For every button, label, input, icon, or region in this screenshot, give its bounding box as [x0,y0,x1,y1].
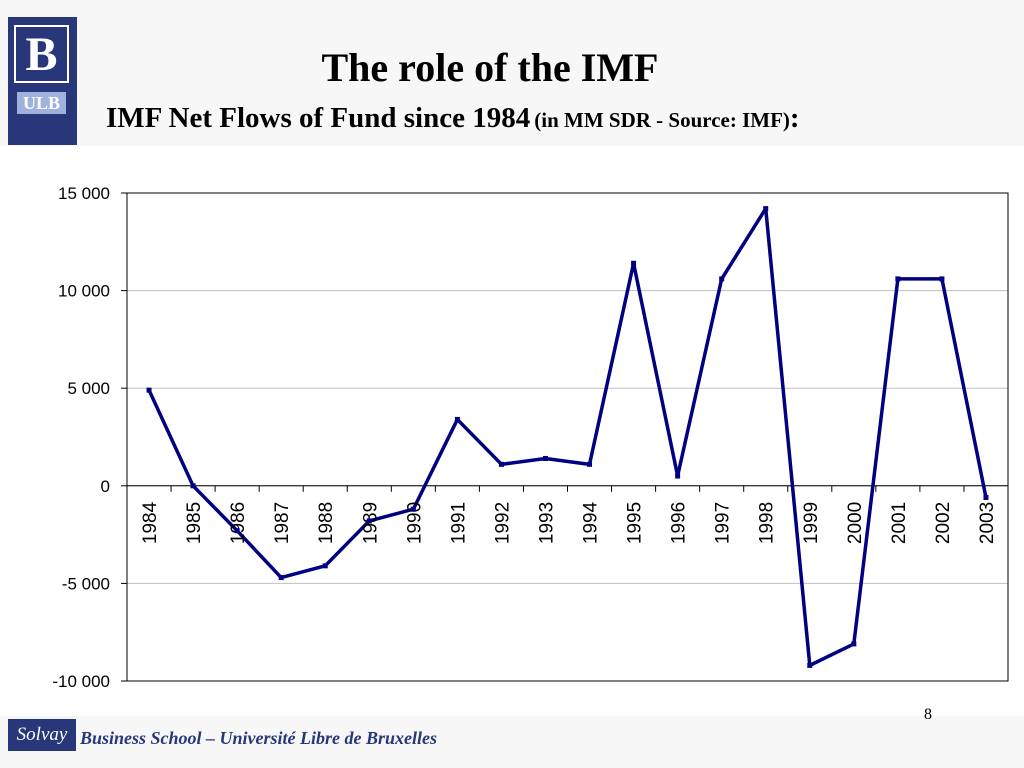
x-tick-label: 1987 [272,502,293,544]
data-point [895,276,901,282]
data-point [322,563,328,569]
header-band [0,0,1024,146]
data-point [278,575,284,581]
x-tick-label: 1995 [625,502,646,544]
data-point [366,518,372,524]
footer-band [0,716,1024,768]
data-point [542,455,548,461]
x-tick-label: 2001 [889,502,910,544]
logo-letter: B [14,25,69,83]
x-tick-label: 2002 [933,502,954,544]
x-tick-label: 1986 [228,502,249,544]
x-tick-label: 1998 [757,502,778,544]
data-point [807,662,813,668]
x-tick-label: 2003 [977,502,998,544]
x-tick-label: 1993 [536,502,557,544]
y-tick-label: 15 000 [58,184,110,203]
x-tick-label: 1991 [448,502,469,544]
y-tick-label: -10 000 [52,672,110,691]
school-name: Business School – Université Libre de Br… [80,728,438,748]
page-number: 8 [924,706,932,723]
data-point [675,473,681,479]
x-tick-label: 1988 [316,502,337,544]
data-point [234,528,240,534]
logo-text: ULB [17,92,66,114]
data-point [587,461,593,467]
x-tick-label: 1996 [669,502,690,544]
y-tick-label: 10 000 [58,282,110,301]
subtitle-colon: : [789,102,800,134]
data-point [983,495,989,501]
subtitle-paren: (in MM SDR - Source: IMF) [534,108,790,132]
net-flows-chart: 15 000 10 000 5 000 0 -5 000 -10 000 1984 1985 1… [52,184,1009,691]
data-point [851,641,857,647]
x-tick-label: 1992 [492,502,513,544]
x-tick-label: 1994 [581,501,602,544]
x-tick-label: 2000 [845,502,866,544]
plot-area [126,192,1009,682]
ulb-logo: B ULB [8,17,77,145]
subtitle-main: IMF Net Flows of Fund since 1984 [106,102,531,134]
x-tick-label: 1999 [801,502,822,544]
x-tick-label: 1997 [713,502,734,544]
y-tick-label: 0 [101,477,110,496]
x-tick-label: 1985 [184,502,205,544]
data-point [719,276,725,282]
slide-title: The role of the IMF [321,45,659,90]
data-point [939,276,945,282]
data-point [498,461,504,467]
slide-subtitle: IMF Net Flows of Fund since 1984 (in MM … [106,102,966,135]
solvay-badge: Solvay [8,719,76,751]
data-point [631,260,637,266]
data-point [410,506,416,512]
x-tick-label: 1990 [404,502,425,544]
data-point [763,206,769,212]
series-line [147,206,988,668]
data-point [146,387,152,393]
x-tick-label: 1984 [140,501,161,544]
y-tick-label: 5 000 [67,379,110,398]
y-tick-label: -5 000 [62,574,110,593]
data-point [454,416,460,422]
data-point [190,483,196,489]
